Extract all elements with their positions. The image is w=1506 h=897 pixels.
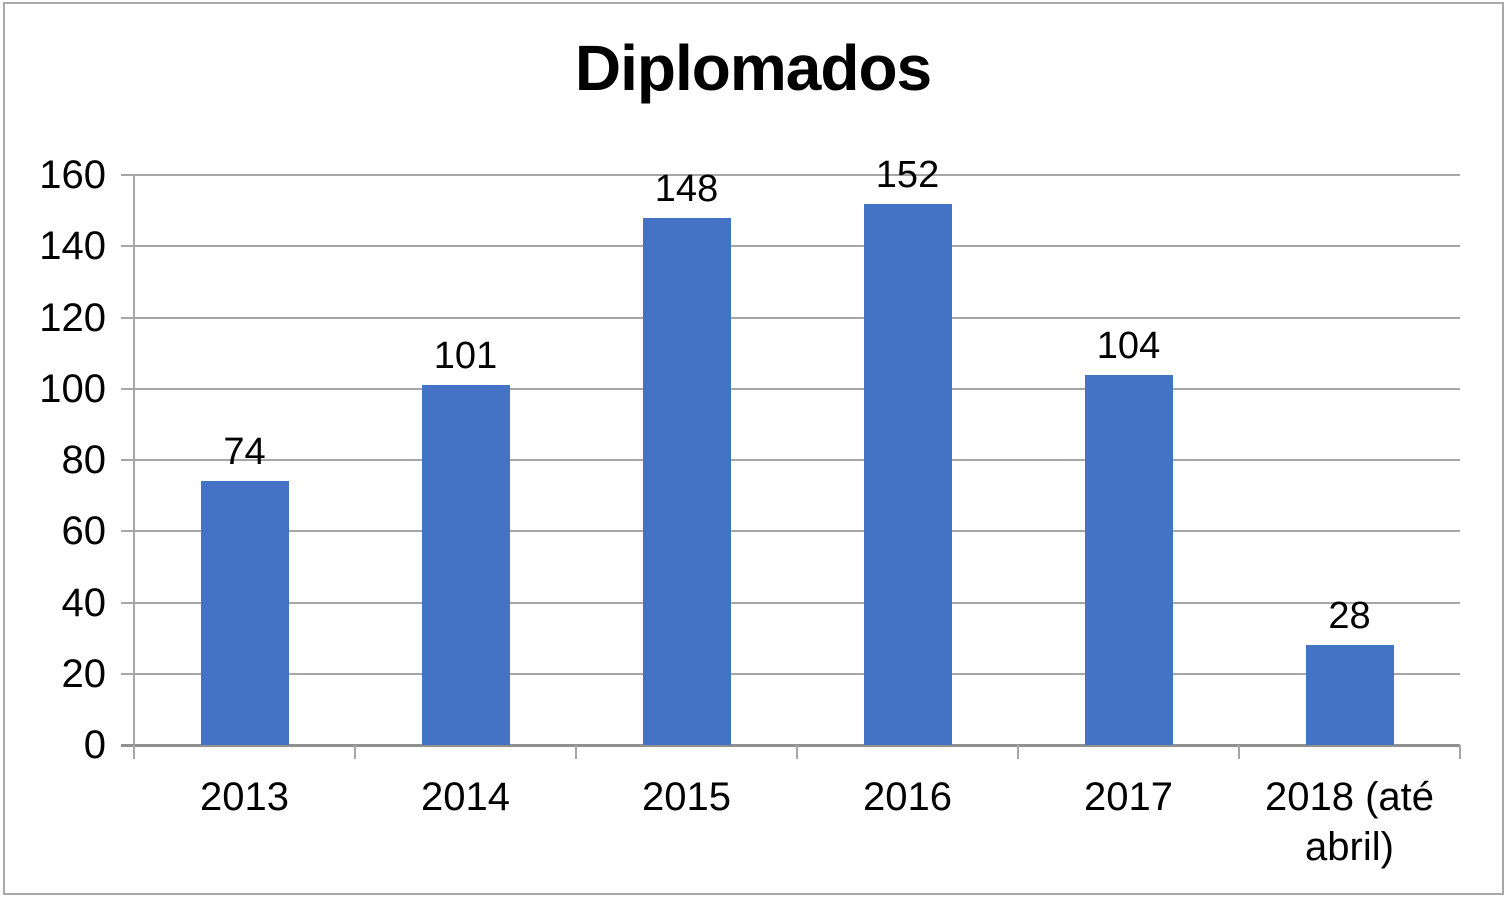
x-axis-tick bbox=[796, 745, 798, 759]
chart-title: Diplomados bbox=[574, 32, 932, 104]
gridline bbox=[121, 174, 1460, 176]
y-axis-tick-label: 20 bbox=[61, 651, 107, 696]
x-axis-category-label: 2018 (até abril) bbox=[1264, 775, 1435, 869]
gridline bbox=[121, 245, 1460, 248]
bar-value-label: 74 bbox=[223, 431, 266, 474]
y-axis-tick-label: 120 bbox=[39, 295, 106, 340]
gridline bbox=[121, 459, 1460, 461]
gridline bbox=[121, 601, 1460, 604]
x-axis-tick bbox=[1017, 745, 1019, 759]
bar-value-label: 152 bbox=[875, 153, 940, 196]
y-axis-line bbox=[133, 175, 135, 745]
x-axis-category-label: 2015 bbox=[642, 775, 731, 819]
bar bbox=[1305, 645, 1394, 745]
x-axis-tick bbox=[354, 745, 356, 759]
gridline bbox=[121, 316, 1460, 319]
y-axis-tick-label: 140 bbox=[39, 224, 106, 269]
gridline bbox=[121, 387, 1460, 390]
bar bbox=[642, 217, 731, 745]
x-axis-category-label: 2017 bbox=[1084, 775, 1173, 819]
y-axis-tick-label: 60 bbox=[61, 509, 107, 554]
y-axis-tick-label: 80 bbox=[61, 438, 107, 482]
bar-value-label: 101 bbox=[433, 335, 498, 378]
x-axis-tick bbox=[1238, 745, 1240, 759]
bar bbox=[200, 481, 289, 745]
bar bbox=[421, 385, 510, 745]
x-axis-line bbox=[121, 744, 1460, 747]
x-axis-tick bbox=[133, 745, 135, 759]
bar-value-label: 104 bbox=[1096, 324, 1161, 367]
bar-value-label: 148 bbox=[654, 167, 719, 210]
bar bbox=[1084, 374, 1173, 745]
x-axis-tick bbox=[1459, 745, 1461, 759]
bar-value-label: 28 bbox=[1328, 595, 1371, 638]
gridline bbox=[121, 530, 1460, 533]
y-axis-tick-label: 100 bbox=[39, 366, 106, 411]
x-axis-tick bbox=[575, 745, 577, 759]
bar bbox=[863, 203, 952, 745]
x-axis-category-label: 2014 bbox=[421, 775, 510, 819]
y-axis-tick-label: 40 bbox=[61, 580, 107, 625]
y-axis-tick-label: 0 bbox=[83, 723, 106, 767]
y-axis-tick-label: 160 bbox=[39, 153, 106, 197]
gridline bbox=[121, 672, 1460, 675]
x-axis-category-label: 2013 bbox=[200, 775, 289, 819]
x-axis-category-label: 2016 bbox=[863, 775, 952, 819]
